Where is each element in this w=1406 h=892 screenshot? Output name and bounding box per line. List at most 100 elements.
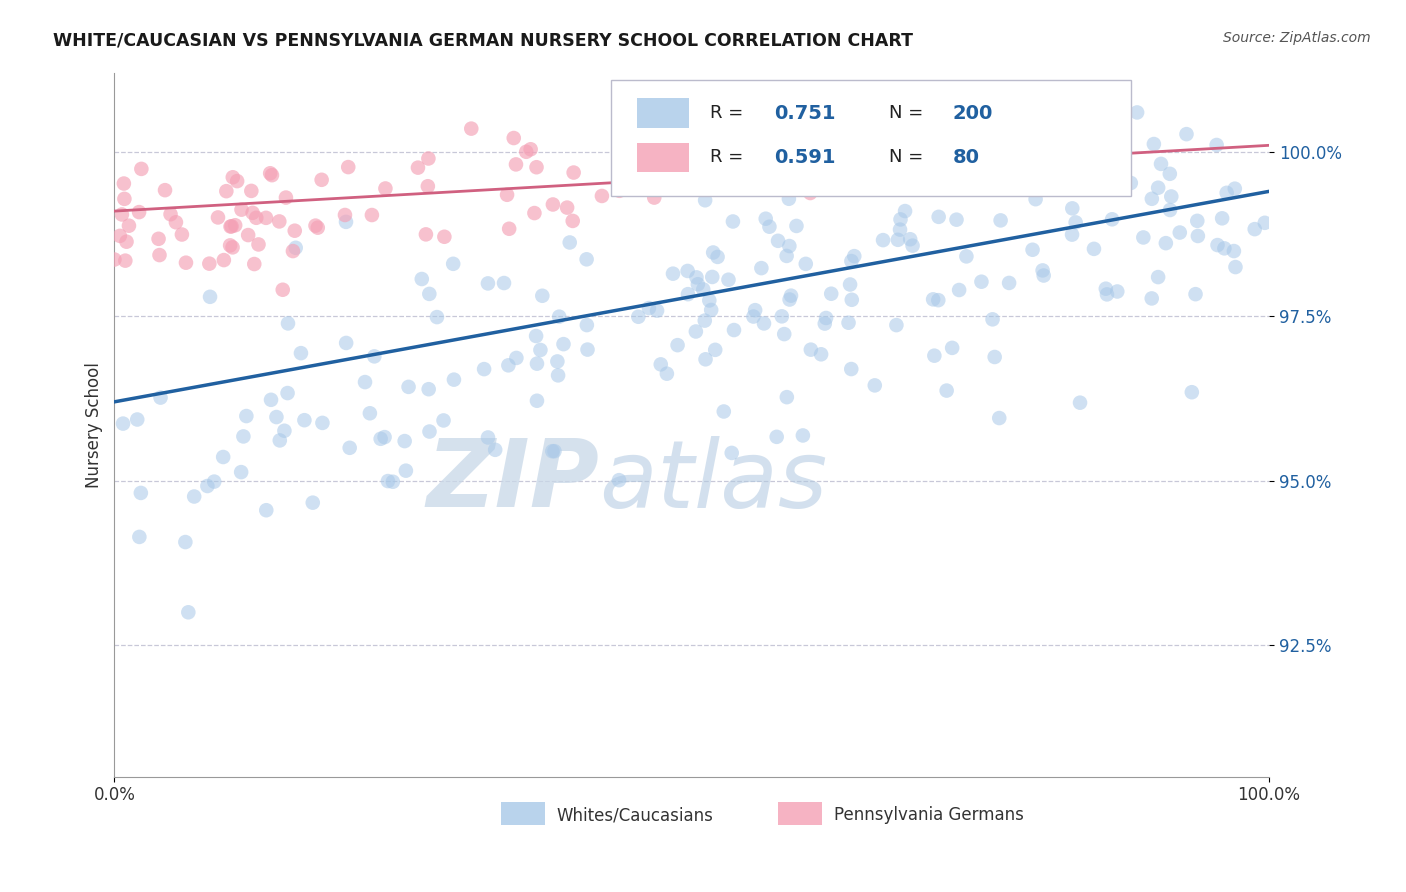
Point	[335, 335, 357, 350]
Text: WHITE/CAUCASIAN VS PENNSYLVANIA GERMAN NURSERY SCHOOL CORRELATION CHART: WHITE/CAUCASIAN VS PENNSYLVANIA GERMAN N…	[53, 31, 914, 49]
Point	[886, 318, 908, 332]
Point	[755, 211, 778, 226]
Point	[887, 233, 910, 247]
Point	[411, 272, 433, 286]
Point	[148, 248, 170, 262]
Point	[281, 244, 304, 258]
Point	[290, 346, 312, 360]
Point	[273, 424, 295, 438]
Point	[519, 142, 541, 156]
Point	[1032, 263, 1054, 277]
Point	[575, 318, 598, 332]
Point	[243, 257, 266, 271]
Point	[174, 535, 197, 549]
Point	[370, 432, 392, 446]
Point	[259, 166, 281, 180]
Point	[1095, 282, 1118, 296]
Text: N =: N =	[889, 148, 924, 167]
Point	[254, 211, 277, 225]
Point	[775, 249, 797, 263]
Point	[561, 214, 583, 228]
Point	[406, 161, 429, 175]
Point	[889, 212, 911, 227]
Point	[432, 413, 454, 427]
Point	[418, 382, 440, 396]
Point	[643, 161, 665, 175]
Point	[1154, 236, 1177, 251]
Point	[221, 219, 243, 234]
Point	[374, 181, 396, 195]
Point	[337, 160, 360, 174]
Point	[1064, 215, 1087, 229]
Point	[970, 275, 993, 289]
Point	[240, 184, 263, 198]
Point	[792, 428, 814, 442]
Point	[232, 429, 254, 443]
Point	[224, 219, 246, 233]
Point	[1069, 395, 1091, 409]
Point	[170, 227, 193, 242]
Point	[773, 327, 796, 342]
Point	[354, 375, 377, 389]
Point	[1211, 211, 1233, 226]
Point	[174, 256, 197, 270]
Point	[713, 404, 735, 418]
Point	[443, 373, 465, 387]
Point	[717, 273, 740, 287]
Point	[1143, 136, 1166, 151]
Point	[863, 378, 886, 392]
Point	[271, 283, 294, 297]
Point	[149, 391, 172, 405]
Point	[655, 367, 678, 381]
Text: ZIP: ZIP	[426, 435, 599, 527]
Point	[744, 303, 766, 318]
Point	[148, 232, 170, 246]
Point	[751, 261, 773, 276]
Point	[460, 121, 482, 136]
Point	[269, 434, 291, 448]
Point	[128, 530, 150, 544]
Point	[112, 192, 135, 206]
Point	[260, 392, 283, 407]
FancyBboxPatch shape	[637, 98, 689, 128]
Point	[785, 219, 807, 233]
Point	[526, 160, 548, 174]
Point	[1184, 287, 1206, 301]
Point	[778, 239, 800, 253]
Point	[873, 130, 896, 145]
Point	[260, 168, 283, 182]
Point	[838, 316, 860, 330]
Point	[927, 293, 949, 308]
Point	[526, 357, 548, 371]
Point	[558, 235, 581, 250]
Point	[627, 119, 650, 133]
Point	[1132, 230, 1154, 244]
Point	[721, 214, 744, 228]
Point	[524, 329, 547, 343]
Text: Source: ZipAtlas.com: Source: ZipAtlas.com	[1223, 31, 1371, 45]
Point	[541, 197, 564, 211]
Point	[686, 277, 709, 292]
Point	[202, 475, 225, 489]
Point	[723, 323, 745, 337]
Point	[547, 368, 569, 383]
Point	[1095, 287, 1118, 301]
Point	[198, 257, 221, 271]
Point	[1026, 179, 1049, 194]
Point	[1025, 192, 1047, 206]
Point	[1223, 244, 1246, 258]
Text: Pennsylvania Germans: Pennsylvania Germans	[834, 806, 1024, 824]
Point	[576, 343, 599, 357]
Point	[695, 352, 717, 367]
Point	[377, 474, 399, 488]
Point	[814, 317, 837, 331]
Point	[1021, 243, 1043, 257]
Point	[1126, 105, 1149, 120]
Point	[591, 189, 613, 203]
Point	[1243, 222, 1265, 236]
Point	[1107, 285, 1129, 299]
Point	[118, 219, 141, 233]
Point	[127, 412, 149, 426]
Point	[277, 386, 299, 401]
Point	[725, 181, 748, 195]
